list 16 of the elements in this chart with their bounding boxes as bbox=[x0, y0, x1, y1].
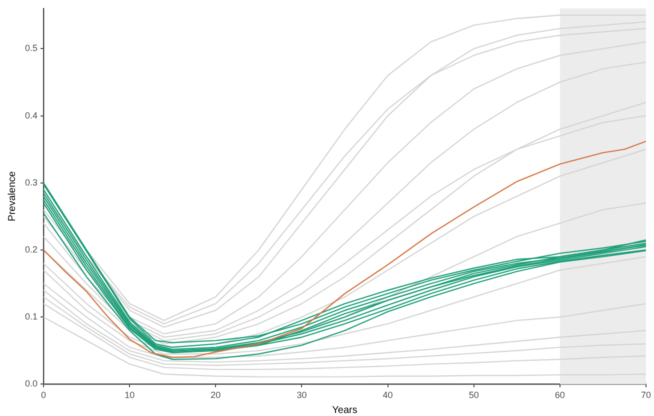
x-tick-label: 0 bbox=[41, 390, 46, 400]
y-tick-label: 0.5 bbox=[24, 43, 38, 54]
y-axis-title: Prevalence bbox=[6, 170, 18, 222]
x-tick-label: 40 bbox=[382, 390, 393, 400]
x-axis-title: Years bbox=[332, 404, 358, 416]
x-tick-label: 30 bbox=[296, 390, 307, 400]
x-tick-label: 10 bbox=[124, 390, 135, 400]
x-tick-label: 20 bbox=[210, 390, 221, 400]
x-tick-label: 70 bbox=[640, 390, 651, 400]
x-tick-label: 50 bbox=[468, 390, 479, 400]
y-tick-label: 0.1 bbox=[24, 312, 38, 322]
y-tick-label: 0.2 bbox=[24, 244, 38, 254]
y-tick-label: 0.3 bbox=[24, 177, 38, 188]
y-tick-label: 0.0 bbox=[24, 378, 38, 389]
x-tick-label: 60 bbox=[554, 390, 565, 400]
y-tick-label: 0.4 bbox=[24, 110, 38, 120]
